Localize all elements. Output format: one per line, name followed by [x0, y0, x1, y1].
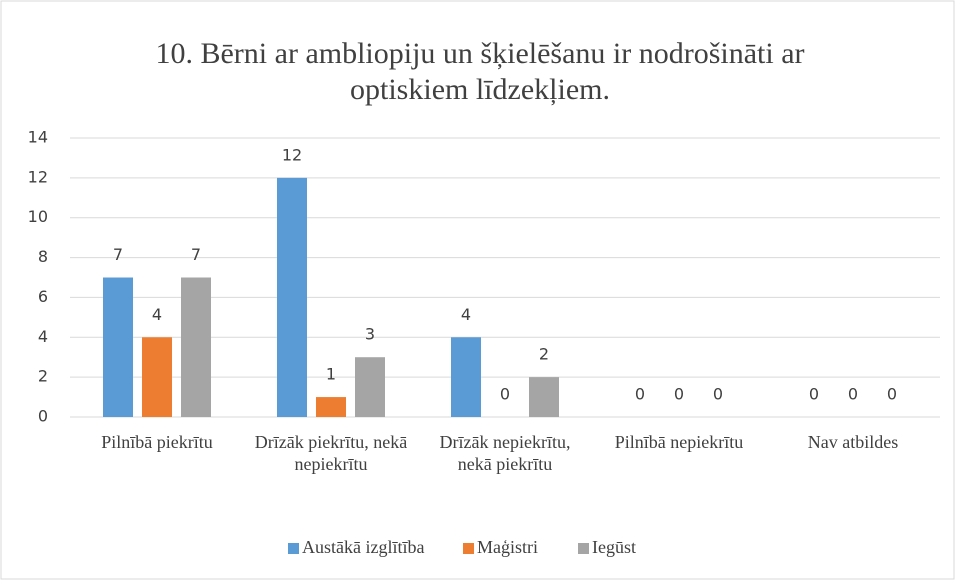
x-tick-label: Pilnībā piekrītu	[101, 432, 213, 452]
x-tick-label: Pilnībā nepiekrītu	[614, 432, 744, 452]
data-label: 1	[326, 365, 336, 384]
y-tick-label: 12	[28, 167, 48, 186]
data-label: 7	[191, 245, 201, 264]
data-label: 0	[848, 385, 858, 404]
x-tick-label: Drīzāk piekrītu, nekā nepiekrītu	[254, 432, 408, 474]
legend-swatch	[463, 543, 474, 554]
legend-label: Iegūst	[592, 537, 636, 557]
bar	[529, 377, 559, 417]
bar	[451, 337, 481, 417]
data-label: 4	[152, 305, 162, 324]
legend-swatch	[578, 543, 589, 554]
bar	[103, 277, 133, 417]
legend-label: Maģistri	[477, 537, 538, 557]
data-label: 0	[887, 385, 897, 404]
data-label: 2	[539, 345, 549, 364]
data-label: 0	[809, 385, 819, 404]
y-tick-label: 14	[28, 128, 48, 147]
bar	[181, 277, 211, 417]
data-label: 7	[113, 245, 123, 264]
y-tick-label: 4	[38, 327, 48, 346]
chart-title: 10. Bērni ar ambliopiju un šķielēšanu ir…	[155, 37, 805, 106]
bar	[316, 397, 346, 417]
data-label: 0	[713, 385, 723, 404]
y-tick-label: 6	[38, 287, 48, 306]
legend-label: Austākā izglītība	[302, 537, 425, 557]
y-tick-label: 0	[38, 407, 48, 426]
bar	[142, 337, 172, 417]
bar	[355, 357, 385, 417]
data-label: 3	[365, 325, 375, 344]
data-label: 0	[674, 385, 684, 404]
data-label: 0	[635, 385, 645, 404]
y-tick-label: 10	[28, 207, 48, 226]
data-label: 0	[500, 385, 510, 404]
x-tick-label: Nav atbildes	[807, 432, 899, 452]
legend-swatch	[288, 543, 299, 554]
y-tick-label: 2	[38, 367, 48, 386]
y-tick-label: 8	[38, 247, 48, 266]
data-label: 4	[461, 305, 471, 324]
data-label: 12	[282, 145, 302, 164]
bar	[277, 177, 307, 417]
x-tick-label: Drīzāk nepiekrītu, nekā piekrītu	[439, 432, 571, 474]
